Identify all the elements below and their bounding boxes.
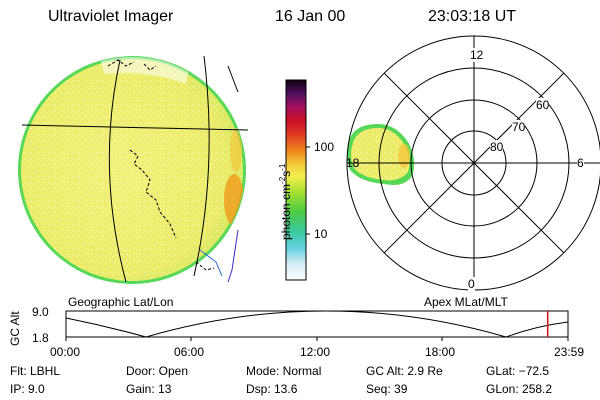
mlt-12-label: 12 [470, 48, 484, 62]
altitude-curve [65, 310, 569, 338]
color-bar [285, 79, 307, 281]
polar-plot [346, 35, 600, 291]
xtick-0600: 06:00 [174, 345, 205, 359]
altitude-ytick-top: 9.0 [32, 305, 49, 319]
lat-lon-grid [21, 55, 249, 283]
colorbar-tick-10: 10 [314, 227, 328, 241]
info-gc-alt: GC Alt: 2.9 Re [366, 364, 443, 378]
xtick-0000: 00:00 [50, 345, 81, 359]
xtick-1200: 12:00 [300, 345, 331, 359]
colorbar-tick-100: 100 [314, 140, 335, 154]
mlt-18-label: 18 [346, 156, 360, 170]
info-glat: GLat: −72.5 [486, 364, 550, 378]
altitude-plot [65, 310, 569, 341]
xtick-2359: 23:59 [554, 345, 585, 359]
info-filter: Flt: LBHL [10, 364, 61, 378]
instrument-title: Ultraviolet Imager [48, 8, 174, 25]
info-gain: Gain: 13 [126, 382, 172, 396]
info-dsp: Dsp: 13.6 [246, 382, 298, 396]
lat-70-label: 70 [512, 120, 526, 134]
time-label: 23:03:18 UT [428, 8, 517, 25]
color-bar-ticks [306, 146, 310, 235]
polar-panel-label: Apex MLat/MLT [424, 295, 508, 309]
auroral-oval [347, 124, 415, 185]
lat-60-label: 60 [536, 98, 550, 112]
xtick-1800: 18:00 [425, 345, 456, 359]
coastline [107, 59, 215, 271]
altitude-ylabel: GC Alt [8, 311, 22, 346]
info-glon: GLon: 258.2 [486, 382, 553, 396]
mlt-0-label: 0 [468, 277, 475, 291]
colorbar-unit-label: photon cm-2s-1 [278, 163, 293, 240]
altitude-ytick-bottom: 1.8 [32, 331, 49, 345]
info-mode: Mode: Normal [246, 364, 322, 378]
mlt-6-label: 6 [577, 156, 584, 170]
info-door: Door: Open [126, 364, 189, 378]
date-label: 16 Jan 00 [275, 8, 346, 25]
info-seq: Seq: 39 [366, 382, 408, 396]
geographic-earth-image [18, 56, 246, 284]
lat-80-label: 80 [490, 140, 504, 154]
geographic-panel-label: Geographic Lat/Lon [68, 295, 174, 309]
info-ip: IP: 9.0 [10, 382, 45, 396]
